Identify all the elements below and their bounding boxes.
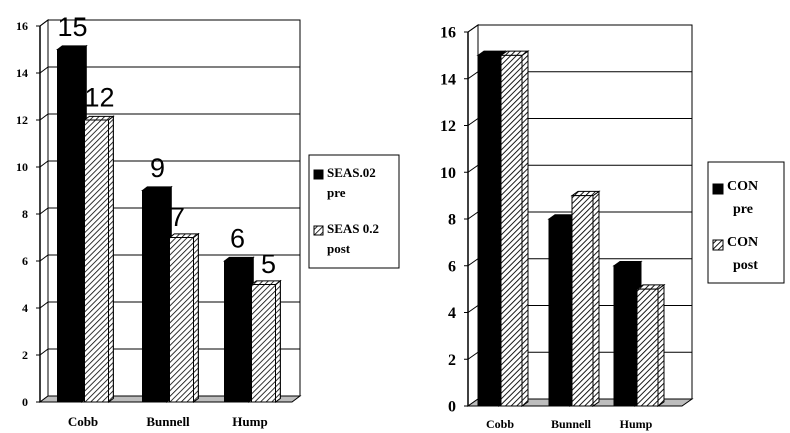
y-tick-label: 2 [448,352,456,369]
legend-swatch-post [712,239,724,251]
y-tick-label: 6 [448,258,456,275]
bar-side-hatch [275,279,281,404]
bar-front [500,54,523,407]
legend-label: CON [727,179,758,194]
y-tick-label: 2 [22,348,28,362]
bar-top [55,45,88,50]
legend-swatch-pre [313,169,324,180]
bar-top [223,256,255,262]
legend-label: post [733,258,758,273]
legend-label: pre [733,202,753,217]
bar-side-hatch [657,283,665,407]
legend-label: post [327,241,351,256]
chart-con: 0 2 4 6 8 10 12 14 16 Cobb Bunnell Hump CON pre CON pos… [440,24,785,431]
bar-bunnell-post [168,232,200,404]
x-tick-label: Hump [620,417,653,431]
legend-swatch-post [313,225,324,236]
legend-label: SEAS.02 [327,165,376,180]
bar-front [57,49,82,403]
bar-top [168,233,200,238]
y-axis: 0 2 4 6 8 10 12 14 16 [440,25,468,416]
bar-front [251,284,276,403]
bar-hump-post [250,279,282,404]
bar-side-hatch [521,50,529,407]
y-axis: 0 2 4 6 8 10 12 14 16 [16,19,40,409]
y-tick-label: 4 [448,305,456,322]
x-tick-label: Cobb [486,417,514,431]
bar-front [224,260,249,403]
gridline [39,66,300,74]
gridline [39,348,300,356]
bar-cobb-post [499,50,530,407]
x-tick-label: Cobb [68,414,98,429]
y-tick-label: 16 [440,25,456,42]
bar-front [613,265,636,407]
legend-box [308,154,400,269]
bars: 15 12 97 65 [55,12,282,404]
bar-hump-pre [223,256,255,404]
bar-top [82,115,115,121]
legend: CON pre CON post [707,161,785,284]
gridline [39,207,300,215]
legend-label: SEAS 0.2 [327,221,379,236]
gridline [39,254,300,262]
y-tick-label: 12 [16,113,28,127]
bar-front [571,195,594,407]
y-tick-label: 10 [16,160,28,174]
legend: SEAS.02 pre SEAS 0.2 post [308,154,400,269]
bar-front [636,288,659,407]
y-tick-label: 16 [16,19,28,33]
y-tick-label: 10 [440,165,456,182]
data-label: 9 [150,153,165,183]
x-tick-label: Hump [232,414,267,429]
legend-label: pre [327,185,346,200]
bar-front [477,54,500,407]
gridline [39,160,300,168]
bar-bunnell-post [570,190,601,407]
bar-bunnell-pre [141,185,173,404]
data-label: 12 [84,82,114,112]
bar-top [250,280,282,285]
y-tick-label: 0 [448,399,456,416]
bar-side-hatch [193,232,199,404]
bar-side-hatch [108,115,114,404]
gridline [467,24,692,33]
gridline [39,19,300,27]
bar-hump-post [635,283,666,407]
bar-front [548,218,571,407]
bar-cobb-post [82,115,115,404]
gridline [39,113,300,121]
data-label: 15 [57,12,87,42]
data-label: 6 [230,223,245,253]
bar-top [141,186,173,191]
y-tick-label: 0 [22,395,28,409]
y-tick-label: 12 [440,118,456,135]
bar-cobb-pre [55,44,88,404]
y-tick-label: 8 [22,207,28,221]
x-tick-label: Bunnell [551,417,592,431]
y-tick-label: 8 [448,212,456,229]
legend-swatch-pre [712,183,724,195]
y-tick-label: 14 [440,71,456,88]
data-label: 7 [170,202,185,232]
legend-label: CON [727,235,758,250]
bar-front [169,237,194,403]
y-tick-label: 6 [22,254,28,268]
bar-front [142,190,167,403]
y-tick-label: 14 [16,66,28,80]
bars [476,50,666,407]
legend-box [707,161,785,284]
gridline [39,301,300,309]
data-label: 5 [261,249,276,279]
x-tick-label: Bunnell [146,414,190,429]
bar-front [84,119,109,403]
y-tick-label: 4 [22,301,28,315]
bar-side-hatch [592,190,600,407]
